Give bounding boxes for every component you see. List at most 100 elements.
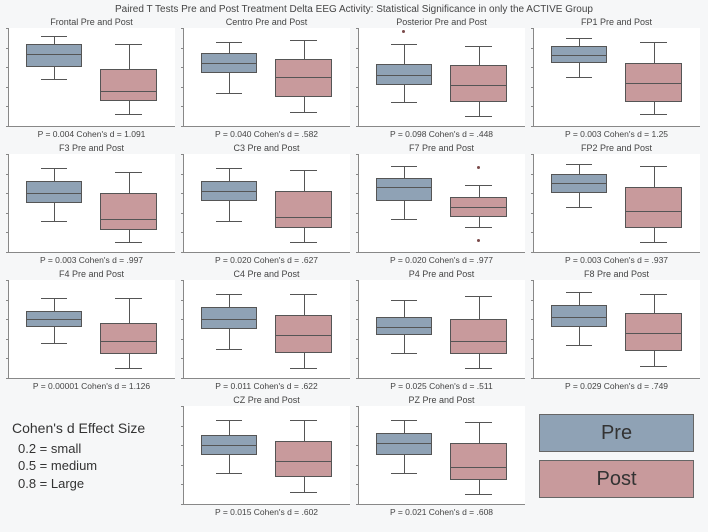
boxplot-cell: FP1 Pre and Post P = 0.003 Cohen's d = 1.… <box>533 17 700 139</box>
box-post <box>275 315 331 352</box>
median-pre <box>26 54 82 55</box>
median-post <box>275 77 331 78</box>
subplot-stats: P = 0.003 Cohen's d = 1.25 <box>533 127 700 139</box>
median-post <box>275 217 331 218</box>
median-post <box>625 211 681 212</box>
plot-area <box>8 280 175 379</box>
outlier-point <box>402 30 405 33</box>
figure-title: Paired T Tests Pre and Post Treatment De… <box>8 4 700 15</box>
median-post <box>450 467 506 468</box>
subplot-stats: P = 0.003 Cohen's d = .997 <box>8 253 175 265</box>
median-post <box>275 461 331 462</box>
subplot-title: CZ Pre and Post <box>183 395 350 405</box>
effect-size-title: Cohen's d Effect Size <box>12 420 171 436</box>
box-pre <box>376 178 432 202</box>
median-pre <box>551 55 607 56</box>
effect-size-line: 0.2 = small <box>12 440 171 458</box>
median-post <box>450 85 506 86</box>
subplot-title: Posterior Pre and Post <box>358 17 525 27</box>
median-pre <box>376 443 432 444</box>
boxplot-cell: CZ Pre and Post P = 0.015 Cohen's d = .60… <box>183 395 350 517</box>
box-post <box>100 69 156 100</box>
subplot-stats: P = 0.029 Cohen's d = .749 <box>533 379 700 391</box>
median-pre <box>376 75 432 76</box>
median-post <box>450 207 506 208</box>
boxplot-cell: P4 Pre and Post P = 0.025 Cohen's d = .51… <box>358 269 525 391</box>
subplot-title: C4 Pre and Post <box>183 269 350 279</box>
subplot-stats: P = 0.020 Cohen's d = .977 <box>358 253 525 265</box>
subplot-stats: P = 0.015 Cohen's d = .602 <box>183 505 350 517</box>
boxplot-cell: F3 Pre and Post P = 0.003 Cohen's d = .99… <box>8 143 175 265</box>
boxplot-cell: Frontal Pre and Post P = 0.004 Cohen's d … <box>8 17 175 139</box>
subplot-stats: P = 0.011 Cohen's d = .622 <box>183 379 350 391</box>
median-pre <box>201 445 257 446</box>
subplot-title: P4 Pre and Post <box>358 269 525 279</box>
median-post <box>625 83 681 84</box>
subplot-title: F7 Pre and Post <box>358 143 525 153</box>
median-pre <box>551 317 607 318</box>
subplot-stats: P = 0.004 Cohen's d = 1.091 <box>8 127 175 139</box>
median-pre <box>376 187 432 188</box>
median-pre <box>376 327 432 328</box>
boxplot-cell: F8 Pre and Post P = 0.029 Cohen's d = .74… <box>533 269 700 391</box>
box-post <box>275 191 331 228</box>
outlier-point <box>477 239 480 242</box>
subplot-title: F8 Pre and Post <box>533 269 700 279</box>
plot-area <box>183 406 350 505</box>
effect-size-legend: Cohen's d Effect Size 0.2 = small0.5 = me… <box>8 395 175 517</box>
subplot-stats: P = 0.021 Cohen's d = .608 <box>358 505 525 517</box>
effect-size-line: 0.5 = medium <box>12 457 171 475</box>
plot-area <box>533 28 700 127</box>
subplot-title: C3 Pre and Post <box>183 143 350 153</box>
box-post <box>450 319 506 354</box>
plot-area <box>183 28 350 127</box>
box-post <box>100 193 156 230</box>
median-pre <box>26 319 82 320</box>
boxplot-cell: FP2 Pre and PostP = 0.003 Cohen's d = .9… <box>533 143 700 265</box>
plot-area <box>8 28 175 127</box>
legend-post-swatch: Post <box>539 460 694 498</box>
subplot-title: FP1 Pre and Post <box>533 17 700 27</box>
median-post <box>625 333 681 334</box>
median-post <box>100 341 156 342</box>
boxplot-cell: F4 Pre and Post P = 0.00001 Cohen's d = 1… <box>8 269 175 391</box>
median-post <box>100 219 156 220</box>
subplot-stats: P = 0.025 Cohen's d = .511 <box>358 379 525 391</box>
median-pre <box>201 319 257 320</box>
median-post <box>275 335 331 336</box>
median-post <box>100 91 156 92</box>
median-post <box>450 341 506 342</box>
plot-grid: Frontal Pre and Post P = 0.004 Cohen's d … <box>8 17 700 517</box>
box-post <box>625 187 681 228</box>
legend-pre-swatch: Pre <box>539 414 694 452</box>
subplot-stats: P = 0.00001 Cohen's d = 1.126 <box>8 379 175 391</box>
plot-area <box>358 28 525 127</box>
plot-area <box>8 154 175 253</box>
subplot-stats: P = 0.098 Cohen's d = .448 <box>358 127 525 139</box>
subplot-title: Frontal Pre and Post <box>8 17 175 27</box>
median-pre <box>26 193 82 194</box>
plot-area <box>358 154 525 253</box>
plot-area <box>358 280 525 379</box>
median-pre <box>551 183 607 184</box>
box-pre <box>551 305 607 327</box>
boxplot-cell: F7 Pre and Post P = 0.020 Cohen's d = .97… <box>358 143 525 265</box>
plot-area <box>358 406 525 505</box>
effect-size-line: 0.8 = Large <box>12 475 171 493</box>
median-pre <box>201 63 257 64</box>
outlier-point <box>477 166 480 169</box>
box-post <box>450 443 506 480</box>
boxplot-cell: Centro Pre and PostP = 0.040 Cohen's d =… <box>183 17 350 139</box>
median-pre <box>201 191 257 192</box>
boxplot-cell: C3 Pre and Post P = 0.020 Cohen's d = .62… <box>183 143 350 265</box>
plot-area <box>183 280 350 379</box>
boxplot-cell: C4 Pre and Post P = 0.011 Cohen's d = .62… <box>183 269 350 391</box>
plot-area <box>183 154 350 253</box>
subplot-stats: P = 0.003 Cohen's d = .937 <box>533 253 700 265</box>
subplot-title: F4 Pre and Post <box>8 269 175 279</box>
color-legend: Pre Post <box>533 395 700 517</box>
subplot-stats: P = 0.020 Cohen's d = .627 <box>183 253 350 265</box>
boxplot-cell: PZ Pre and PostP = 0.021 Cohen's d = .60… <box>358 395 525 517</box>
plot-area <box>533 154 700 253</box>
subplot-title: F3 Pre and Post <box>8 143 175 153</box>
